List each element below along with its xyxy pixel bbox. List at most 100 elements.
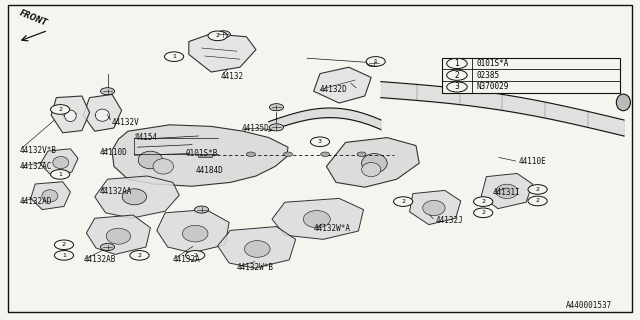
Text: 02385: 02385 xyxy=(476,71,499,80)
Polygon shape xyxy=(272,198,364,239)
Ellipse shape xyxy=(153,159,173,174)
Polygon shape xyxy=(83,94,122,131)
Text: 0101S*A: 0101S*A xyxy=(476,59,509,68)
Circle shape xyxy=(100,88,115,95)
Polygon shape xyxy=(112,125,288,186)
Circle shape xyxy=(269,124,284,131)
Circle shape xyxy=(195,206,209,213)
Text: 3: 3 xyxy=(454,83,460,92)
Polygon shape xyxy=(481,173,532,209)
Polygon shape xyxy=(326,138,419,187)
Text: 2: 2 xyxy=(193,253,197,258)
Circle shape xyxy=(474,197,493,206)
Polygon shape xyxy=(314,67,371,103)
Polygon shape xyxy=(86,215,150,254)
Circle shape xyxy=(284,152,292,156)
Circle shape xyxy=(528,196,547,206)
Text: 2: 2 xyxy=(454,71,460,80)
Text: 44132D: 44132D xyxy=(320,85,348,94)
Ellipse shape xyxy=(52,156,69,169)
Text: 2: 2 xyxy=(481,210,485,215)
Ellipse shape xyxy=(362,163,381,177)
Polygon shape xyxy=(51,96,90,133)
Bar xyxy=(198,154,212,157)
Text: 2: 2 xyxy=(536,198,540,204)
Text: 44132J: 44132J xyxy=(435,216,463,225)
Circle shape xyxy=(394,197,413,206)
Circle shape xyxy=(100,244,115,251)
Ellipse shape xyxy=(106,228,131,244)
Text: 2: 2 xyxy=(138,253,141,258)
Text: 44132AA: 44132AA xyxy=(99,188,132,196)
Circle shape xyxy=(310,137,330,147)
Circle shape xyxy=(51,105,70,114)
Text: 44110E: 44110E xyxy=(518,157,546,166)
Ellipse shape xyxy=(423,200,445,216)
Text: 44154: 44154 xyxy=(134,133,157,142)
Text: 1: 1 xyxy=(58,172,62,177)
Circle shape xyxy=(54,251,74,260)
Text: 44132: 44132 xyxy=(221,72,244,81)
Circle shape xyxy=(447,70,467,80)
Text: N370029: N370029 xyxy=(476,83,509,92)
Text: 0101S*B: 0101S*B xyxy=(186,149,218,158)
Text: 1: 1 xyxy=(172,54,176,59)
Polygon shape xyxy=(157,210,229,253)
Circle shape xyxy=(54,240,74,250)
Polygon shape xyxy=(40,149,78,175)
Circle shape xyxy=(208,31,227,41)
Ellipse shape xyxy=(122,189,147,205)
Circle shape xyxy=(447,82,467,92)
Text: 44132AD: 44132AD xyxy=(19,197,52,206)
Text: 44131I: 44131I xyxy=(493,188,520,197)
Text: 44110D: 44110D xyxy=(99,148,127,156)
Text: 3: 3 xyxy=(318,139,322,144)
Circle shape xyxy=(367,60,381,67)
Circle shape xyxy=(474,208,493,218)
Circle shape xyxy=(366,57,385,66)
Polygon shape xyxy=(31,182,70,210)
Ellipse shape xyxy=(616,94,630,111)
Ellipse shape xyxy=(182,225,208,242)
Text: 44132V*B: 44132V*B xyxy=(19,146,56,155)
Text: 2: 2 xyxy=(536,187,540,192)
Text: 1: 1 xyxy=(374,59,378,64)
Text: 2: 2 xyxy=(62,242,66,247)
Ellipse shape xyxy=(362,154,387,173)
Polygon shape xyxy=(189,34,256,72)
Circle shape xyxy=(51,170,70,179)
Ellipse shape xyxy=(95,109,109,121)
Circle shape xyxy=(269,104,284,111)
Text: 1: 1 xyxy=(454,59,460,68)
Text: FRONT: FRONT xyxy=(18,9,49,28)
Text: 44132A: 44132A xyxy=(173,255,200,264)
Ellipse shape xyxy=(496,184,518,198)
Circle shape xyxy=(321,152,330,156)
Text: 44132W*A: 44132W*A xyxy=(314,224,351,233)
Text: 44132V: 44132V xyxy=(112,118,140,127)
Ellipse shape xyxy=(138,151,163,169)
Bar xyxy=(442,58,620,93)
Polygon shape xyxy=(218,227,296,268)
Circle shape xyxy=(216,31,230,38)
Ellipse shape xyxy=(244,241,270,257)
Text: 2: 2 xyxy=(481,199,485,204)
Ellipse shape xyxy=(42,190,58,202)
Text: 44135D: 44135D xyxy=(242,124,269,132)
Circle shape xyxy=(357,152,366,156)
Text: 44184D: 44184D xyxy=(195,166,223,175)
Polygon shape xyxy=(410,190,461,225)
Text: 2: 2 xyxy=(401,199,405,204)
Text: 44132AB: 44132AB xyxy=(83,255,116,264)
Polygon shape xyxy=(95,176,179,218)
Ellipse shape xyxy=(65,110,76,122)
Text: 2: 2 xyxy=(58,107,62,112)
Ellipse shape xyxy=(303,211,330,228)
Circle shape xyxy=(528,185,547,194)
Circle shape xyxy=(447,58,467,68)
Text: A440001537: A440001537 xyxy=(566,301,612,310)
Circle shape xyxy=(130,251,149,260)
Circle shape xyxy=(186,251,205,260)
Text: 44132AC: 44132AC xyxy=(19,162,52,171)
Circle shape xyxy=(164,52,184,61)
